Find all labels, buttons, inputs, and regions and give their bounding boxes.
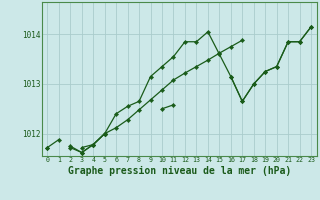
X-axis label: Graphe pression niveau de la mer (hPa): Graphe pression niveau de la mer (hPa) bbox=[68, 166, 291, 176]
